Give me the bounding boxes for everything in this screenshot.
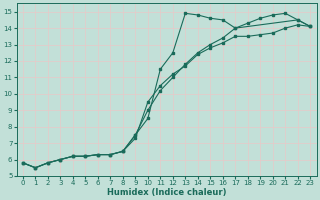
X-axis label: Humidex (Indice chaleur): Humidex (Indice chaleur) [107, 188, 226, 197]
